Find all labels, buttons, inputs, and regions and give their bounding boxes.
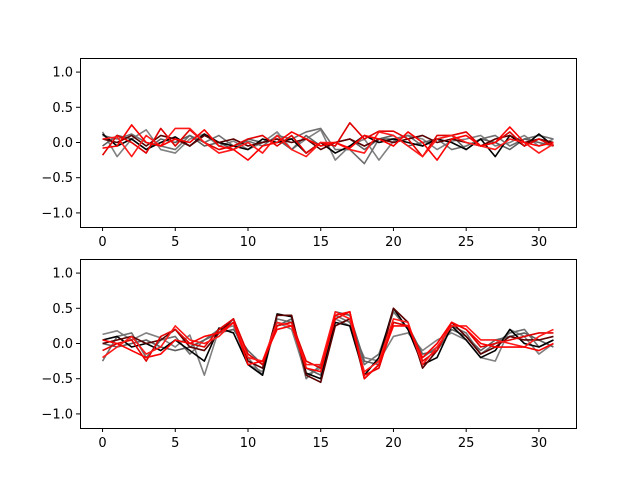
x-tick-label: 30 xyxy=(531,436,548,451)
y-tick-label: 0.0 xyxy=(52,337,73,352)
x-tick-label: 10 xyxy=(240,436,257,451)
y-tick-label: −1.0 xyxy=(41,206,73,221)
y-tick-label: −0.5 xyxy=(41,372,73,387)
x-tick-label: 15 xyxy=(312,235,329,250)
series-line-7 xyxy=(102,311,554,380)
y-tick-label: 1.0 xyxy=(52,66,73,81)
series-line-6 xyxy=(102,127,554,158)
x-tick-label: 0 xyxy=(98,436,106,451)
series-group xyxy=(101,121,554,165)
y-tick-label: −0.5 xyxy=(41,171,73,186)
x-tick-label: 10 xyxy=(240,235,257,250)
y-tick-label: 0.5 xyxy=(52,101,73,116)
bottom-subplot: 0 5 10 15 20 25 30 −1.0 −0.5 0.0 0.5 1.0 xyxy=(41,259,577,451)
series-group xyxy=(101,307,554,384)
y-tick-label: 1.0 xyxy=(52,267,73,282)
series-line-3 xyxy=(102,307,554,380)
y-tick-label: 0.5 xyxy=(52,302,73,317)
top-subplot: 0 5 10 15 20 25 30 −1.0 −0.5 0.0 0.5 1.0 xyxy=(41,58,577,250)
x-tick-label: 5 xyxy=(171,235,179,250)
x-tick-label: 25 xyxy=(458,235,475,250)
series-line-7 xyxy=(102,124,554,161)
axes-frame xyxy=(80,58,577,228)
series-line-6 xyxy=(102,311,554,373)
x-tick-label: 20 xyxy=(385,436,402,451)
y-tick-label: −1.0 xyxy=(41,407,73,422)
x-tick-label: 25 xyxy=(458,436,475,451)
x-tick-label: 5 xyxy=(171,436,179,451)
x-tick-label: 30 xyxy=(531,235,548,250)
axes-frame xyxy=(80,259,577,429)
series-line-3 xyxy=(102,133,554,158)
x-tick-label: 0 xyxy=(98,235,106,250)
x-tick-label: 15 xyxy=(312,436,329,451)
y-tick-label: 0.0 xyxy=(52,136,73,151)
x-tick-label: 20 xyxy=(385,235,402,250)
